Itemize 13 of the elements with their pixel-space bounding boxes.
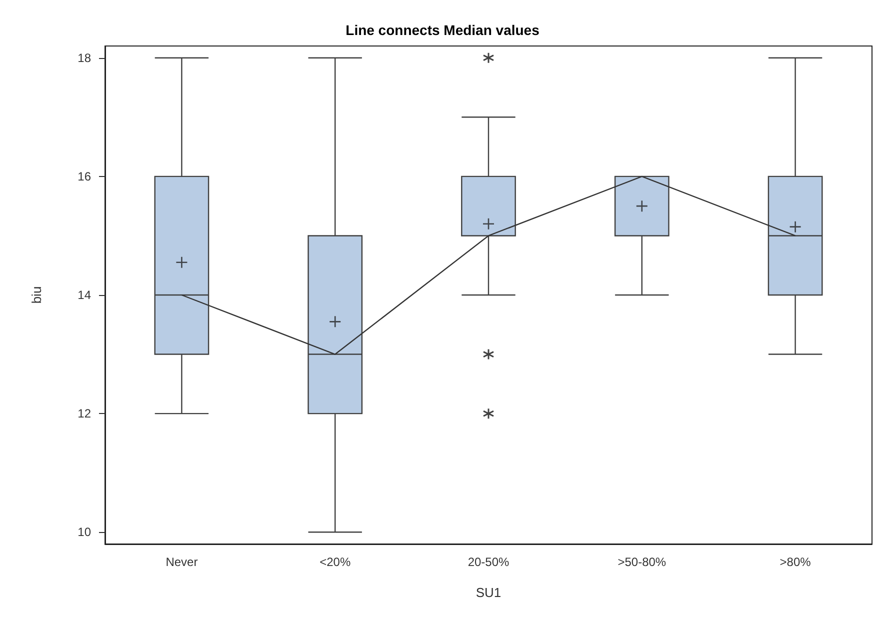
y-tick-label: 10: [78, 525, 92, 540]
x-tick-label: >50-80%: [618, 555, 666, 569]
y-tick-label: 18: [78, 50, 92, 65]
y-tick-label: 14: [78, 288, 92, 302]
y-axis-title: biu: [29, 286, 44, 304]
x-tick-label: <20%: [320, 555, 351, 569]
x-tick-label: >80%: [780, 555, 812, 569]
y-tick-label: 16: [78, 169, 92, 184]
y-tick-label: 12: [78, 406, 92, 421]
chart-title: Line connects Median values: [346, 22, 540, 38]
x-axis-title: SU1: [476, 585, 502, 600]
x-tick-label: 20-50%: [468, 555, 510, 569]
x-tick-label: Never: [166, 555, 198, 569]
